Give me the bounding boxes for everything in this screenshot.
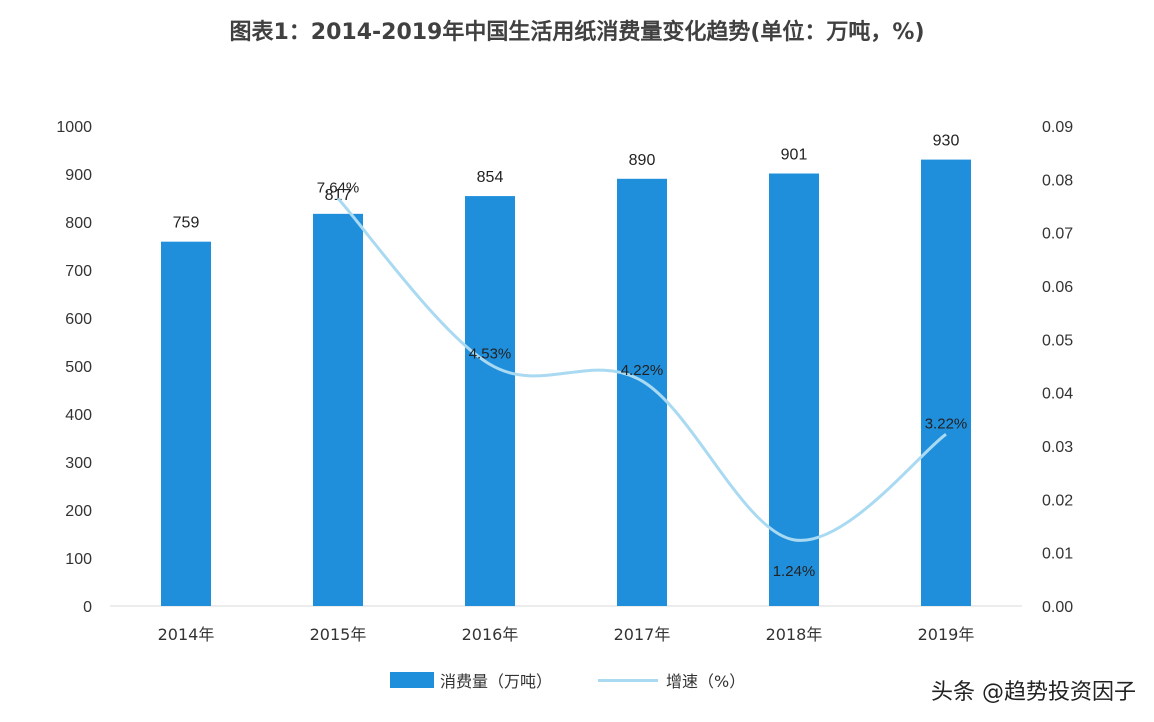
y-right-tick-label: 0.07	[1042, 226, 1073, 243]
legend-bar-label: 消费量（万吨）	[440, 672, 553, 691]
bar-value-label: 930	[933, 133, 960, 150]
growth-value-label: 4.53%	[469, 345, 512, 362]
y-left-tick-label: 500	[65, 359, 92, 376]
y-left-tick-label: 400	[65, 407, 92, 424]
y-left-tick-label: 700	[65, 263, 92, 280]
x-tick-label: 2015年	[310, 625, 367, 644]
x-tick-label: 2016年	[462, 625, 519, 644]
y-right-tick-label: 0.01	[1042, 546, 1073, 563]
y-left-tick-label: 600	[65, 311, 92, 328]
legend-line-swatch	[598, 678, 659, 682]
bar	[921, 159, 971, 606]
growth-value-label: 4.22%	[621, 362, 664, 379]
growth-value-label: 7.64%	[317, 180, 360, 197]
y-right-tick-label: 0.06	[1042, 279, 1073, 296]
y-right-tick-label: 0.02	[1042, 492, 1073, 509]
y-right-tick-label: 0.08	[1042, 172, 1073, 189]
bar-value-label: 817	[325, 187, 352, 204]
y-left-tick-label: 200	[65, 503, 92, 520]
bar	[465, 196, 515, 606]
watermark-text: 头条 @趋势投资因子	[931, 680, 1136, 705]
y-right-tick-label: 0.09	[1042, 119, 1073, 136]
x-tick-label: 2014年	[158, 625, 215, 644]
x-tick-label: 2019年	[918, 625, 975, 644]
y-left-tick-label: 0	[83, 599, 92, 616]
y-right-tick-label: 0.04	[1042, 386, 1073, 403]
bar-value-label: 759	[173, 215, 200, 232]
legend-line-label: 增速（%）	[666, 672, 746, 691]
chart-title: 图表1：2014-2019年中国生活用纸消费量变化趋势(单位：万吨，%)	[229, 20, 925, 45]
bar	[161, 241, 211, 606]
growth-value-label: 3.22%	[925, 415, 968, 432]
chart: 0 100 200 300 400 500 600 700 800 900 1000 0.00 0.01…	[56, 119, 1073, 644]
growth-line	[336, 197, 947, 542]
y-right-tick-label: 0.00	[1042, 599, 1073, 616]
x-tick-label: 2018年	[766, 625, 823, 644]
bar-value-label: 890	[629, 152, 656, 169]
bar-value-label: 901	[781, 147, 808, 164]
growth-value-label: 1.24%	[773, 563, 816, 580]
y-left-tick-label: 800	[65, 215, 92, 232]
y-right-tick-label: 0.05	[1042, 332, 1073, 349]
legend-bar-swatch	[390, 672, 434, 688]
x-tick-label: 2017年	[614, 625, 671, 644]
y-right-tick-label: 0.03	[1042, 439, 1073, 456]
y-left-tick-label: 300	[65, 455, 92, 472]
y-left-tick-label: 100	[65, 551, 92, 568]
bar-value-label: 854	[477, 169, 504, 186]
y-left-tick-label: 900	[65, 167, 92, 184]
y-left-tick-label: 1000	[56, 119, 92, 136]
bar	[313, 213, 363, 606]
legend: 消费量（万吨） 增速（%）	[390, 668, 745, 692]
